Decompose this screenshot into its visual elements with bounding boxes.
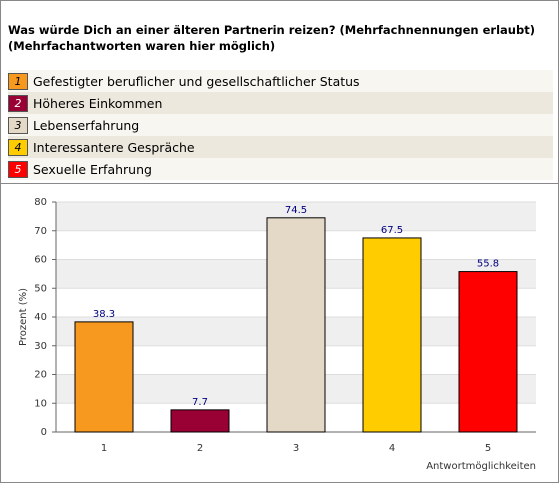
x-tick-label: 5 bbox=[485, 443, 491, 454]
y-tick-label: 20 bbox=[34, 370, 47, 381]
y-tick-label: 60 bbox=[34, 255, 47, 266]
legend-label: Interessantere Gespräche bbox=[33, 139, 195, 155]
title: Was würde Dich an einer älteren Partneri… bbox=[8, 23, 535, 37]
legend-row: 2 Höheres Einkommen bbox=[8, 92, 553, 114]
legend-row: 5 Sexuelle Erfahrung bbox=[8, 158, 553, 180]
y-tick-label: 10 bbox=[34, 398, 47, 409]
legend-swatch: 4 bbox=[8, 138, 28, 156]
legend-swatch: 3 bbox=[8, 116, 28, 134]
y-tick-label: 70 bbox=[34, 226, 47, 237]
legend-swatch: 5 bbox=[8, 160, 28, 178]
x-axis-label: Antwortmöglichkeiten bbox=[426, 461, 536, 472]
header: Was würde Dich an einer älteren Partneri… bbox=[8, 22, 535, 54]
legend: 1 Gefestigter beruflicher und gesellschaf… bbox=[8, 70, 553, 180]
legend-label: Lebenserfahrung bbox=[33, 117, 140, 133]
bar bbox=[170, 409, 230, 433]
y-tick-label: 30 bbox=[34, 341, 47, 352]
value-label: 38.3 bbox=[93, 309, 115, 320]
x-tick-label: 1 bbox=[101, 443, 107, 454]
y-axis-label: Prozent (%) bbox=[18, 288, 29, 346]
x-tick-label: 4 bbox=[389, 443, 395, 454]
bar bbox=[362, 237, 422, 433]
legend-swatch: 1 bbox=[8, 72, 28, 90]
value-label: 7.7 bbox=[192, 397, 208, 408]
legend-row: 4 Interessantere Gespräche bbox=[8, 136, 553, 158]
y-tick-label: 50 bbox=[34, 283, 47, 294]
separator bbox=[1, 183, 558, 184]
value-label: 74.5 bbox=[285, 205, 307, 216]
subtitle: (Mehrfachantworten waren hier möglich) bbox=[8, 39, 276, 53]
value-label: 55.8 bbox=[477, 259, 499, 270]
x-tick-label: 2 bbox=[197, 443, 203, 454]
legend-row: 1 Gefestigter beruflicher und gesellschaf… bbox=[8, 70, 553, 92]
bar bbox=[266, 217, 326, 433]
y-tick-label: 40 bbox=[34, 312, 47, 323]
bar bbox=[74, 321, 134, 433]
value-label: 67.5 bbox=[381, 225, 403, 236]
y-tick-label: 80 bbox=[34, 197, 47, 208]
legend-label: Gefestigter beruflicher und gesellschaft… bbox=[33, 73, 360, 89]
legend-swatch: 2 bbox=[8, 94, 28, 112]
legend-label: Höheres Einkommen bbox=[33, 95, 163, 111]
bar bbox=[458, 271, 518, 433]
legend-label: Sexuelle Erfahrung bbox=[33, 161, 152, 177]
y-tick-label: 0 bbox=[41, 427, 47, 438]
legend-row: 3 Lebenserfahrung bbox=[8, 114, 553, 136]
x-tick-label: 3 bbox=[293, 443, 299, 454]
